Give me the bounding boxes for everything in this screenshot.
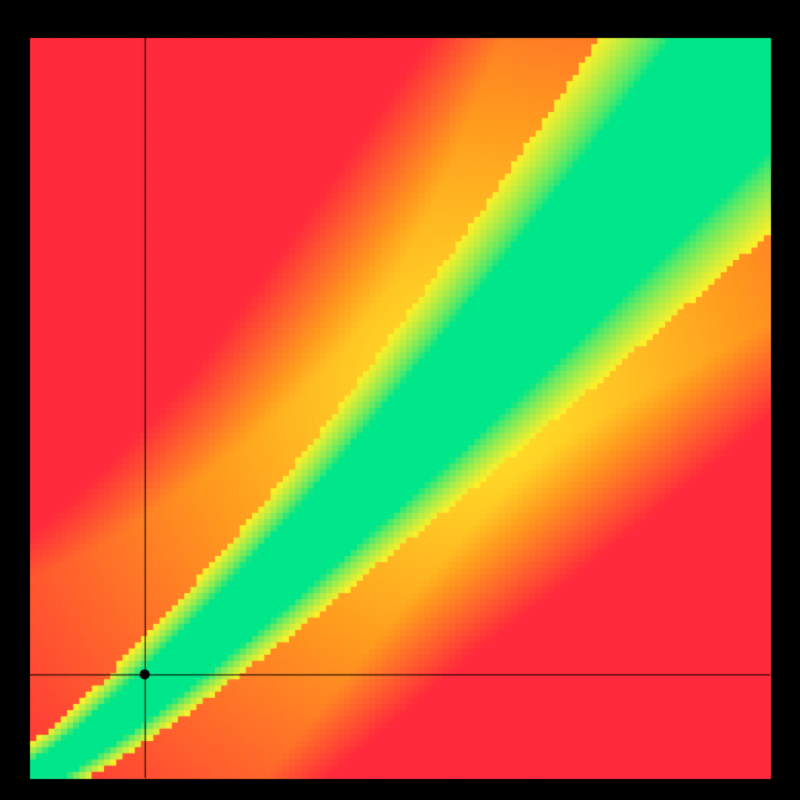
- bottleneck-heatmap: [0, 0, 800, 800]
- chart-container: TheBottleneck.com: [0, 0, 800, 800]
